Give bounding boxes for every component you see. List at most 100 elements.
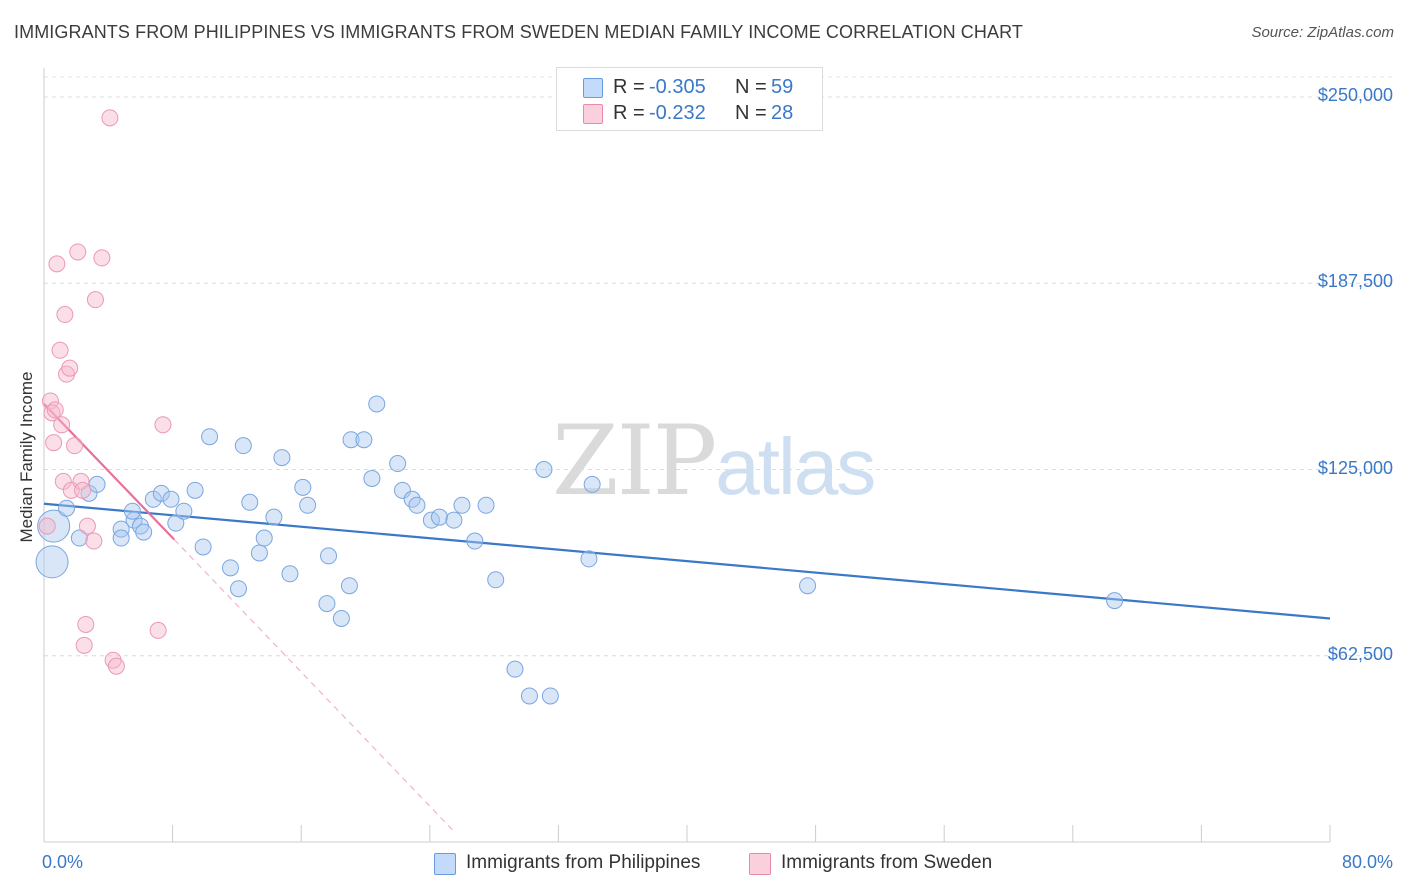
data-point-philippines bbox=[389, 455, 407, 473]
y-tick-label: $187,500 bbox=[1317, 271, 1393, 292]
data-point-philippines bbox=[318, 595, 336, 613]
data-point-philippines bbox=[799, 577, 817, 595]
data-point-philippines bbox=[194, 538, 212, 556]
legend-n-label: N = bbox=[735, 102, 767, 124]
data-point-sweden bbox=[75, 636, 93, 654]
data-point-sweden bbox=[46, 401, 64, 419]
data-point-philippines bbox=[453, 496, 471, 514]
data-point-philippines bbox=[201, 428, 219, 446]
data-point-philippines bbox=[332, 610, 350, 627]
data-point-philippines bbox=[408, 496, 426, 514]
data-point-philippines bbox=[70, 529, 88, 547]
data-point-sweden bbox=[154, 416, 172, 434]
data-point-philippines bbox=[393, 481, 411, 499]
x-tick-label-min: 0.0% bbox=[42, 852, 84, 872]
data-point-philippines bbox=[487, 571, 505, 589]
data-point-philippines bbox=[363, 469, 381, 487]
data-point-philippines bbox=[320, 547, 338, 565]
watermark-atlas: atlas bbox=[715, 422, 876, 511]
bottom-legend-swatch-philippines bbox=[434, 853, 456, 875]
trendline-sweden-extended bbox=[173, 539, 456, 834]
legend-n-value: 28 bbox=[771, 102, 794, 124]
watermark-zip: ZIP bbox=[552, 405, 717, 517]
data-point-philippines bbox=[230, 580, 248, 598]
y-tick-label: $125,000 bbox=[1317, 457, 1393, 478]
data-point-sweden bbox=[51, 341, 69, 359]
data-point-sweden bbox=[86, 291, 104, 309]
data-point-philippines bbox=[430, 508, 448, 526]
data-point-sweden bbox=[107, 657, 125, 675]
watermark-logo: ZIPatlas bbox=[552, 405, 876, 517]
y-tick-label: $62,500 bbox=[1327, 643, 1393, 664]
legend-n-label: N = bbox=[735, 76, 767, 98]
data-point-philippines bbox=[583, 475, 601, 493]
data-point-philippines bbox=[250, 544, 268, 562]
data-point-philippines bbox=[340, 577, 358, 595]
data-point-philippines bbox=[152, 484, 170, 502]
legend-r-label: R = bbox=[613, 76, 645, 98]
data-point-philippines bbox=[281, 565, 299, 583]
data-point-philippines bbox=[186, 481, 204, 499]
data-point-sweden bbox=[101, 109, 119, 127]
data-point-philippines bbox=[112, 520, 130, 538]
data-point-philippines bbox=[445, 511, 463, 529]
data-point-philippines bbox=[162, 490, 180, 508]
data-point-sweden bbox=[45, 434, 63, 452]
data-point-philippines bbox=[123, 502, 141, 520]
data-point-philippines bbox=[221, 559, 239, 577]
x-tick-label-max: 80.0% bbox=[1341, 852, 1393, 872]
data-point-philippines bbox=[135, 523, 153, 541]
trendlines bbox=[43, 403, 1331, 834]
data-point-philippines bbox=[255, 529, 273, 547]
data-point-sweden bbox=[149, 621, 167, 639]
data-point-philippines bbox=[58, 499, 76, 517]
data-point-philippines bbox=[520, 687, 538, 705]
data-point-philippines bbox=[175, 502, 193, 520]
data-point-philippines bbox=[541, 687, 559, 705]
axes bbox=[43, 68, 1331, 843]
data-point-philippines bbox=[294, 478, 312, 496]
data-point-philippines bbox=[234, 437, 252, 455]
data-point-philippines bbox=[167, 514, 185, 532]
trendline-sweden bbox=[43, 403, 176, 541]
gridlines bbox=[44, 76, 1395, 657]
data-point-philippines bbox=[1106, 592, 1124, 610]
data-point-sweden bbox=[53, 416, 71, 434]
legend: R = -0.305 N = 59 R = -0.232 N = 28 bbox=[556, 67, 823, 131]
data-point-sweden bbox=[43, 404, 61, 422]
data-point-sweden bbox=[85, 532, 103, 550]
data-point-sweden bbox=[72, 472, 90, 490]
data-point-sweden bbox=[69, 243, 87, 261]
bottom-legend-label-philippines: Immigrants from Philippines bbox=[466, 852, 701, 873]
data-point-philippines bbox=[368, 395, 386, 413]
data-point-sweden bbox=[61, 359, 79, 377]
data-point-sweden bbox=[77, 615, 95, 633]
source-credit: Source: ZipAtlas.com bbox=[1251, 24, 1394, 41]
sweden-points bbox=[38, 109, 172, 675]
philippines-points bbox=[35, 395, 1124, 705]
data-point-philippines bbox=[241, 493, 259, 511]
data-point-philippines bbox=[477, 496, 495, 514]
data-point-philippines bbox=[535, 461, 553, 478]
legend-r-label: R = bbox=[613, 102, 645, 124]
data-point-sweden bbox=[78, 517, 96, 535]
data-point-sweden bbox=[66, 437, 84, 455]
data-point-philippines bbox=[466, 532, 484, 550]
data-point-sweden bbox=[56, 306, 74, 324]
legend-swatch-sweden bbox=[583, 104, 603, 124]
data-point-philippines bbox=[265, 508, 283, 526]
data-point-philippines bbox=[273, 449, 291, 467]
legend-r-value: -0.232 bbox=[649, 102, 706, 124]
legend-swatch-philippines bbox=[583, 78, 603, 98]
data-point-sweden bbox=[48, 255, 66, 273]
data-point-sweden bbox=[74, 481, 92, 499]
data-point-philippines bbox=[580, 550, 598, 568]
legend-n-value: 59 bbox=[771, 76, 794, 98]
chart-title: IMMIGRANTS FROM PHILIPPINES VS IMMIGRANT… bbox=[14, 22, 1023, 42]
y-tick-label: $250,000 bbox=[1317, 85, 1393, 105]
data-point-philippines bbox=[88, 475, 106, 493]
data-point-philippines bbox=[125, 511, 143, 529]
data-point-philippines bbox=[299, 496, 317, 514]
legend-r-value: -0.305 bbox=[649, 76, 706, 98]
